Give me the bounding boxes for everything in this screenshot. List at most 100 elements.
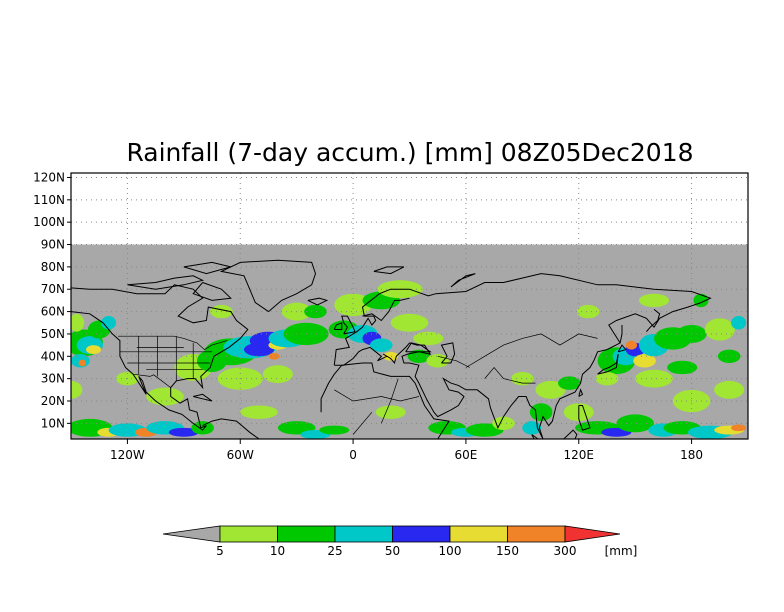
rain-patch — [101, 316, 117, 330]
coastline — [373, 266, 405, 275]
colorbar-label: 100 — [439, 544, 462, 558]
rain-patch — [616, 414, 654, 433]
coastline — [450, 273, 476, 288]
rain-patch — [71, 380, 83, 399]
coastline — [405, 342, 432, 353]
rain-patch — [535, 380, 566, 399]
lon-tick-label: 180 — [680, 448, 703, 462]
map-title: Rainfall (7-day accum.) [mm] 08Z05Dec201… — [126, 138, 693, 167]
lat-tick-label: 50N — [41, 327, 65, 341]
lat-tick-label: 90N — [41, 238, 65, 252]
colorbar-segment — [277, 525, 336, 543]
coastline — [617, 344, 627, 353]
coastline — [127, 275, 205, 290]
colorbar-high-triangle — [564, 525, 621, 543]
rain-patch — [146, 387, 184, 406]
political-border — [380, 378, 399, 424]
lat-tick-label: 70N — [41, 282, 65, 296]
rain-patch — [370, 338, 393, 352]
lat-tick-label: 120N — [33, 170, 65, 184]
lat-tick-label: 60N — [41, 305, 65, 319]
rain-patch — [558, 376, 581, 390]
coastline — [562, 429, 578, 439]
longitude-axis: 120W 60W 0 60E 120E 180 — [110, 439, 703, 462]
colorbar-segment — [219, 525, 278, 543]
political-border — [465, 333, 598, 368]
coastline — [646, 309, 661, 333]
rain-patch — [576, 304, 600, 319]
lat-tick-label: 80N — [41, 260, 65, 274]
rain-patch — [426, 354, 449, 368]
coastline — [307, 297, 329, 306]
rain-patch — [383, 351, 399, 361]
colorbar-label: 10 — [270, 544, 285, 558]
lon-tick-label: 60E — [454, 448, 477, 462]
coastline — [597, 354, 619, 375]
lat-tick-label: 30N — [41, 372, 65, 386]
rain-patch — [304, 304, 327, 319]
colorbar: 5 10 25 50 100 150 300 [mm] — [162, 525, 638, 558]
lat-tick-label: 100N — [33, 215, 65, 229]
colorbar-label: 25 — [327, 544, 342, 558]
rain-patch — [268, 352, 280, 360]
coastline — [333, 322, 343, 330]
coastline — [71, 284, 249, 431]
coastline — [333, 273, 712, 439]
colorbar-segment — [507, 525, 566, 543]
political-border — [118, 335, 228, 351]
rain-patch — [731, 424, 747, 432]
latitude-axis: 120N 110N 100N 90N 80N 70N 60N 50N 40N 30N 20N 10N — [33, 170, 71, 430]
rain-patch — [390, 313, 429, 332]
lat-tick-label: 10N — [41, 416, 65, 430]
rain-patch — [717, 349, 741, 364]
coastline — [440, 342, 456, 364]
rain-patch — [168, 427, 199, 437]
political-border — [334, 389, 419, 402]
colorbar-segment — [392, 525, 451, 543]
rain-patch — [78, 359, 87, 367]
rain-patch — [731, 316, 747, 330]
colorbar-label: 150 — [496, 544, 519, 558]
rain-patch — [667, 360, 698, 375]
colorbar-low-triangle — [162, 525, 221, 543]
lon-tick-label: 120W — [110, 448, 145, 462]
rain-patch — [375, 405, 406, 419]
political-border — [484, 366, 536, 384]
coastline — [578, 388, 584, 397]
rain-patch — [633, 354, 656, 368]
rain-patch — [413, 331, 444, 346]
coastline — [192, 282, 232, 301]
lat-tick-label: 40N — [41, 349, 65, 363]
coastline — [183, 261, 231, 275]
rainfall-field — [71, 280, 747, 439]
lon-tick-label: 120E — [564, 448, 595, 462]
lon-tick-label: 0 — [349, 448, 357, 462]
colorbar-label: 5 — [216, 544, 224, 558]
colorbar-unit: [mm] — [605, 544, 638, 558]
coastline — [578, 405, 591, 431]
political-border — [437, 355, 470, 368]
rain-patch — [240, 405, 278, 419]
coastline — [619, 325, 623, 344]
rain-patch — [625, 340, 638, 350]
colorbar-segment — [449, 525, 508, 543]
rain-patch — [638, 293, 670, 308]
coastline — [193, 393, 213, 402]
rain-patch — [86, 345, 102, 355]
map-frame — [70, 172, 749, 440]
coastlines — [71, 259, 712, 439]
colorbar-label: 50 — [385, 544, 400, 558]
colorbar-segment — [334, 525, 393, 543]
rain-patch — [262, 365, 293, 384]
lat-tick-label: 20N — [41, 394, 65, 408]
rain-patch — [635, 369, 673, 388]
rain-patch — [714, 380, 745, 399]
lat-tick-label: 110N — [33, 193, 65, 207]
political-border — [352, 411, 373, 435]
map-plot-area — [71, 173, 748, 439]
rain-patch — [71, 313, 85, 332]
rain-patch — [704, 318, 735, 341]
rain-patch — [522, 421, 542, 435]
political-border — [133, 373, 171, 388]
